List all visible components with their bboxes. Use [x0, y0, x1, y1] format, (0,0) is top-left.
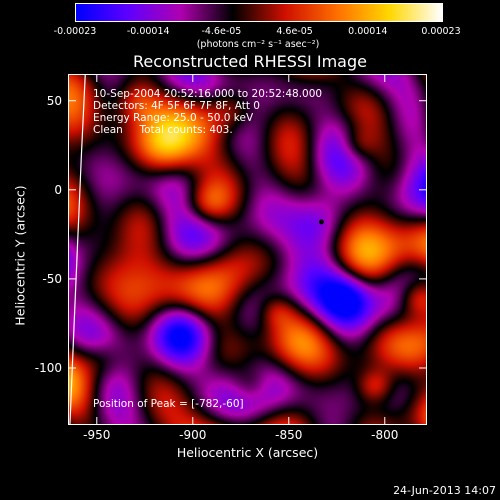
clean-total-counts: Clean Total counts: 403. [93, 124, 233, 136]
x-tick-labels: -950 -900 -850 -800 [68, 428, 427, 442]
colorbar-tick-label: 0.00014 [348, 26, 388, 37]
detectors-info: Detectors: 4F 5F 6F 7F 8F, Att 0 [93, 100, 260, 112]
colorbar-tick-labels: -0.00023 -0.00014 -4.6e-05 4.6e-05 0.00014 0.… [54, 26, 461, 38]
y-tick-label: 50 [46, 93, 62, 108]
y-tick-label: -100 [34, 360, 62, 375]
x-tick-label: -900 [179, 428, 207, 442]
x-tick-label: -950 [83, 428, 111, 442]
plot-overlay [68, 74, 427, 425]
y-tick-labels: 50 0 -50 -100 [0, 74, 62, 425]
colorbar-tick-label: -0.00023 [53, 26, 97, 37]
energy-range: Energy Range: 25.0 - 50.0 keV [93, 112, 254, 124]
y-tick-label: 0 [54, 182, 62, 197]
colorbar-tick-label: 0.00023 [421, 26, 461, 37]
y-axis-label: Heliocentric Y (arcsec) [12, 185, 28, 326]
colorbar [75, 3, 443, 22]
y-tick-label: -50 [42, 271, 62, 286]
peak-position: Position of Peak = [-782,-60] [93, 398, 244, 410]
colorbar-tick-label: 4.6e-05 [276, 26, 313, 37]
footer-timestamp: 24-Jun-2013 14:07 [393, 484, 496, 497]
x-tick-label: -850 [275, 428, 303, 442]
x-axis-label: Heliocentric X (arcsec) [176, 445, 319, 460]
solar-limb-line [69, 74, 86, 425]
chart-title: Reconstructed RHESSI Image [133, 52, 367, 71]
marker-dot [318, 219, 324, 225]
colorbar-tick-label: -0.00014 [126, 26, 170, 37]
plot-frame [68, 74, 427, 425]
x-tick-label: -800 [371, 428, 399, 442]
colorbar-tick-label: -4.6e-05 [201, 26, 242, 37]
observation-time: 10-Sep-2004 20:52:16.000 to 20:52:48.000 [93, 88, 323, 100]
heatmap-image [68, 74, 427, 425]
colorbar-units: (photons cm⁻² s⁻¹ asec⁻²) [196, 39, 320, 50]
